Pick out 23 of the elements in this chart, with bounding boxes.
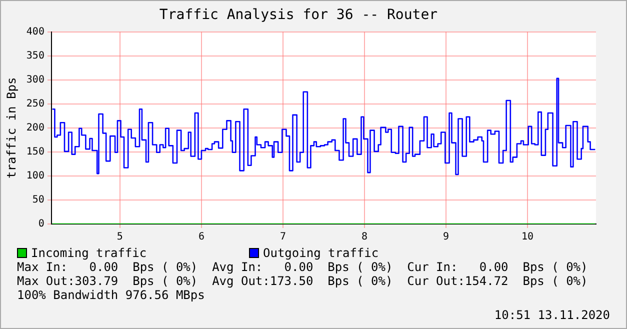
chart-title: Traffic Analysis for 36 -- Router: [159, 7, 438, 24]
y-tick-label: 50: [32, 194, 44, 206]
x-tick-label: 8: [361, 232, 368, 243]
y-tick-label: 0: [38, 218, 44, 230]
text: 10:51 13.11.2020: [493, 308, 611, 322]
y-tick-label: 150: [26, 146, 44, 158]
legend-label: Outgoing traffic: [263, 246, 379, 260]
x-tick-label: 6: [198, 232, 204, 243]
y-tick-label: 100: [26, 170, 44, 182]
y-tick-label: 250: [26, 98, 44, 110]
legend-label: Incoming traffic: [31, 246, 147, 260]
y-tick-label: 200: [26, 122, 44, 134]
text: Max In: 0.00 Bps ( 0%) Avg In: 0.00 Bps ( 0%) Cur In: 0.00 Bps ( 0%): [17, 260, 589, 274]
x-tick-label: 10: [522, 232, 534, 243]
y-axis-title: traffic in Bps: [4, 77, 18, 178]
y-tick-label: 350: [26, 50, 44, 62]
x-tick-label: 9: [442, 232, 450, 243]
text: 100% Bandwidth 976.56 MBps: [17, 288, 206, 302]
y-tick-label: 400: [26, 26, 44, 38]
x-tick-label: 5: [116, 232, 123, 243]
text: Max Out:303.79 Bps ( 0%) Avg Out:173.50 Bps ( 0%) Cur Out:154.72 Bps ( 0%): [17, 274, 589, 288]
y-tick-label: 300: [26, 74, 44, 86]
x-tick-label: 7: [280, 232, 286, 243]
